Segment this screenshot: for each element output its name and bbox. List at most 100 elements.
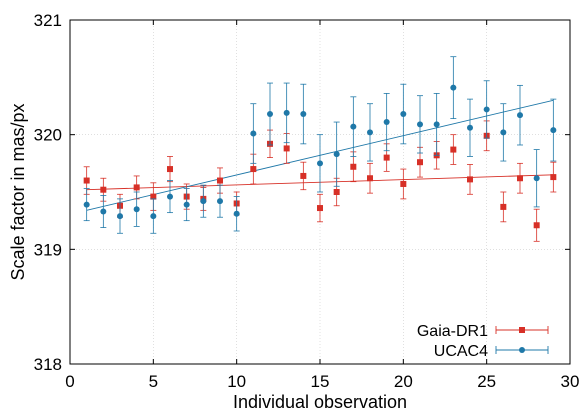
data-point [517,162,523,194]
data-point [400,83,407,145]
marker-square [533,222,540,229]
marker-square [400,180,407,187]
marker-circle [433,121,440,128]
data-point [283,82,290,144]
x-tick-label: 25 [477,372,496,391]
marker-square [417,159,423,166]
data-point [133,191,140,227]
marker-circle [233,210,240,217]
y-axis-title: Scale factor in mas/px [8,103,28,280]
marker-square [467,176,473,183]
data-point [500,191,507,223]
data-point [550,98,557,162]
marker-circle [217,198,223,205]
marker-circle [350,123,357,130]
marker-circle [417,121,423,128]
data-point [550,161,557,193]
data-point [417,95,423,154]
marker-circle [117,213,123,220]
data-point [483,80,490,139]
data-point [367,103,373,162]
data-point [83,188,90,222]
marker-square [550,174,557,181]
x-axis-title: Individual observation [233,392,407,412]
legend-marker [519,347,525,353]
marker-circle [483,106,490,113]
data-point [150,198,157,234]
data-point [383,92,390,152]
marker-square [100,186,107,193]
marker-circle [83,201,90,208]
marker-circle [517,112,523,119]
x-tick-label: 0 [65,372,74,391]
x-tick-label: 10 [227,372,246,391]
data-point [467,98,473,157]
data-point [367,162,373,194]
y-tick-label: 318 [34,355,62,374]
y-tick-label: 321 [34,11,62,30]
marker-square [167,166,173,173]
marker-circle [100,208,107,215]
legend-label: Gaia-DR1 [417,323,488,340]
data-point [300,83,307,145]
marker-square [333,189,340,195]
data-point [233,196,240,232]
data-point [533,208,540,242]
marker-square [133,184,140,191]
marker-circle [200,198,207,205]
marker-circle [367,129,373,136]
marker-circle [400,111,407,118]
marker-square [150,193,157,200]
data-point [167,156,173,183]
marker-square [350,163,357,170]
data-point [350,96,357,157]
marker-circle [167,193,173,200]
marker-square [300,172,307,179]
data-point [217,184,223,218]
marker-square [383,154,390,161]
x-tick-label: 30 [561,372,580,391]
legend-label: UCAC4 [434,343,488,360]
data-point [317,134,323,193]
data-point [433,92,440,156]
data-point [183,188,190,222]
marker-circle [333,151,340,158]
data-point [167,180,173,214]
marker-circle [383,119,390,126]
data-point [500,103,507,162]
legend: Gaia-DR1 UCAC4 [417,323,549,360]
data-point [250,103,257,164]
marker-square [83,177,90,184]
data-point [517,84,523,146]
x-tick-label: 5 [149,372,158,391]
x-tick-label: 15 [311,372,330,391]
marker-circle [450,84,457,91]
data-point [317,193,323,223]
marker-square [283,145,290,152]
marker-square [367,175,373,182]
marker-circle [500,129,507,136]
x-tick-label: 20 [394,372,413,391]
marker-circle [533,175,540,182]
marker-square [500,203,507,210]
marker-circle [300,111,307,118]
y-tick-label: 319 [34,240,62,259]
data-point [450,56,457,120]
legend-marker [519,327,525,333]
data-point [467,164,473,195]
data-point [450,134,457,165]
marker-circle [133,206,140,213]
axis-ticks: 0 5 10 15 20 25 30 318 319 320 321 [34,11,580,391]
y-tick-label: 320 [34,126,62,145]
data-point [200,184,207,218]
marker-circle [183,201,190,208]
marker-circle [150,213,157,220]
marker-circle [467,124,473,131]
data-points [83,56,557,242]
data-point [533,149,540,208]
data-point [117,198,123,234]
marker-square [450,146,457,153]
data-point [333,121,340,187]
marker-square [217,177,223,184]
